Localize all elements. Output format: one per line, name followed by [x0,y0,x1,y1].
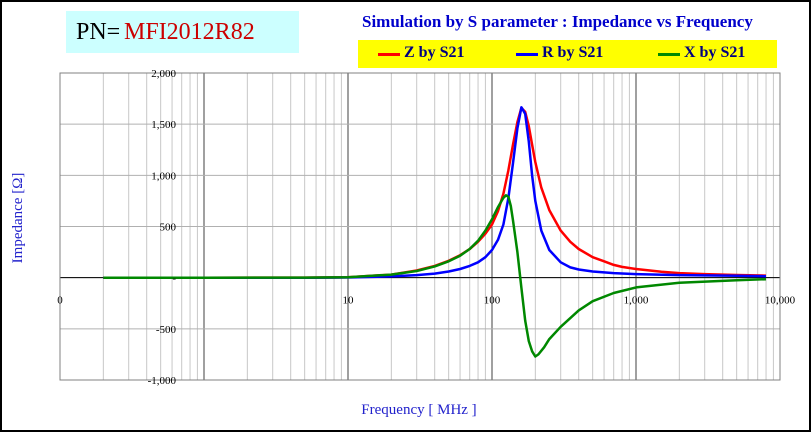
chart-title: Simulation by S parameter : Impedance vs… [362,12,753,31]
x-tick-label: 10,000 [765,295,796,307]
part-number-box: PN= MFI2012R82 [66,11,299,53]
y-tick-label: -1,000 [148,375,177,387]
x-axis-title: Frequency [ MHz ] [361,402,476,418]
plot-border [59,72,781,381]
part-number-label: PN= [76,19,121,45]
y-tick-label: 500 [160,222,177,234]
part-number-value: MFI2012R82 [124,19,255,45]
series-line-1 [103,106,767,279]
x-tick-label: 100 [484,295,501,307]
y-axis-title: Impedance [Ω] [10,173,26,264]
legend-swatch-z [378,53,400,56]
y-tick-label: 2,000 [151,68,176,80]
legend: Z by S21 R by S21 X by S21 [358,40,777,68]
y-tick-label: -500 [156,324,177,336]
legend-label-x: X by S21 [684,44,746,61]
legend-label-z: Z by S21 [404,44,465,61]
legend-label-r: R by S21 [542,44,604,61]
series [103,106,767,358]
y-tick-label: 1,000 [151,170,176,182]
legend-swatch-x [658,53,680,56]
x-tick-label: 0 [57,295,63,307]
tick-labels: 0 10 100 1,000 10,000 2,000 1,500 1,000 500 - -500… [57,68,795,387]
x-tick-label: 1,000 [624,295,649,307]
series-line-2 [103,194,767,358]
legend-swatch-r [516,53,538,56]
y-tick-label: 1,500 [151,119,176,131]
y-tick-label: - [172,273,176,285]
x-tick-label: 10 [343,295,355,307]
